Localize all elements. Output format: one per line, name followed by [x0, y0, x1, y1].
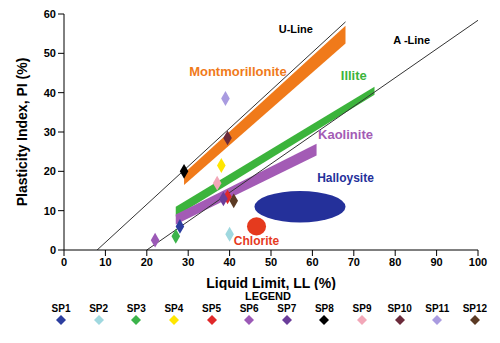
html-text:SP2: SP2 [89, 303, 109, 314]
svg-text:30: 30 [182, 256, 194, 268]
html-text:SP12: SP12 [462, 303, 488, 314]
svg-text:Chlorite: Chlorite [234, 234, 280, 248]
svg-text:100: 100 [469, 256, 487, 268]
svg-text:10: 10 [44, 205, 56, 217]
html-text:SP4: SP4 [164, 303, 184, 314]
svg-text:Illite: Illite [341, 68, 367, 83]
svg-text:70: 70 [348, 256, 360, 268]
svg-text:Liquid Limit, LL (%): Liquid Limit, LL (%) [206, 275, 336, 290]
svg-text:Montmorillonite: Montmorillonite [189, 64, 287, 79]
html-text:SP11: SP11 [425, 303, 450, 314]
svg-text:80: 80 [389, 256, 401, 268]
svg-text:90: 90 [430, 256, 442, 268]
html-text:SP9: SP9 [352, 303, 372, 314]
html-text:SP1: SP1 [51, 303, 71, 314]
svg-text:0: 0 [50, 244, 56, 256]
svg-text:10: 10 [99, 256, 111, 268]
svg-text:Halloysite: Halloysite [317, 171, 374, 185]
svg-text:60: 60 [306, 256, 318, 268]
svg-text:0: 0 [61, 256, 67, 268]
svg-text:A -Line: A -Line [393, 34, 430, 46]
svg-text:50: 50 [265, 256, 277, 268]
svg-text:40: 40 [44, 87, 56, 99]
html-text:SP6: SP6 [239, 303, 259, 314]
svg-text:40: 40 [223, 256, 235, 268]
svg-text:U-Line: U-Line [279, 23, 313, 35]
svg-text:20: 20 [44, 165, 56, 177]
html-text:SP10: SP10 [387, 303, 412, 314]
svg-text:20: 20 [141, 256, 153, 268]
html-text:LEGEND: LEGEND [245, 290, 291, 302]
html-text:SP5: SP5 [202, 303, 221, 314]
html-text:SP8: SP8 [314, 303, 334, 314]
html-text:SP3: SP3 [126, 303, 146, 314]
svg-text:60: 60 [44, 8, 56, 20]
svg-text:Kaolinite: Kaolinite [318, 127, 373, 142]
svg-text:50: 50 [44, 47, 56, 59]
svg-text:Plasticity Index, PI (%): Plasticity Index, PI (%) [14, 58, 30, 207]
html-text:SP7: SP7 [277, 303, 297, 314]
svg-text:30: 30 [44, 126, 56, 138]
